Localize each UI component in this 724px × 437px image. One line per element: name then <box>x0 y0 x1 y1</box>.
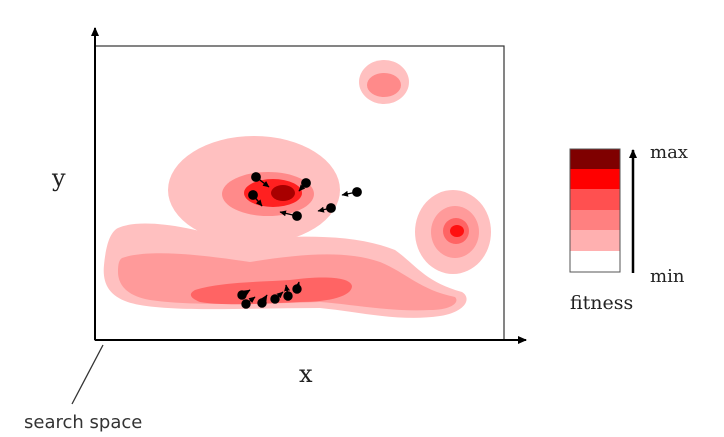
small-peak-region-top <box>359 60 409 104</box>
x-axis-label: x <box>299 360 313 388</box>
particle-swarm-lower <box>237 281 302 309</box>
particle <box>301 178 311 188</box>
particle <box>251 172 261 182</box>
legend-level-6 <box>570 251 620 272</box>
particle <box>283 291 293 301</box>
particle <box>237 290 247 300</box>
contour-level-max <box>271 185 295 201</box>
legend-level-5 <box>570 230 620 251</box>
y-axis-label: y <box>52 164 66 192</box>
particle <box>248 190 258 200</box>
contour-level-strong <box>190 277 352 305</box>
particle <box>270 294 280 304</box>
particle <box>352 187 362 197</box>
particle <box>257 298 267 308</box>
search-space-label: search space <box>24 412 143 433</box>
particle <box>241 299 251 309</box>
legend-level-1 <box>570 149 620 169</box>
fitness-color-legend <box>569 148 621 273</box>
legend-level-2 <box>570 169 620 189</box>
particle-swarm-upper <box>248 172 362 221</box>
legend-level-4 <box>570 210 620 230</box>
main-peak-region <box>168 136 340 244</box>
particle <box>292 211 302 221</box>
legend-max-label: max <box>650 142 688 163</box>
elongated-fitness-region <box>103 223 467 318</box>
legend-title: fitness <box>570 292 634 314</box>
legend-level-3 <box>570 189 620 210</box>
legend-min-label: min <box>650 266 685 287</box>
search-space-pointer <box>71 344 104 405</box>
particle <box>326 203 336 213</box>
particle <box>292 284 302 294</box>
small-peak-region-right <box>415 190 491 274</box>
